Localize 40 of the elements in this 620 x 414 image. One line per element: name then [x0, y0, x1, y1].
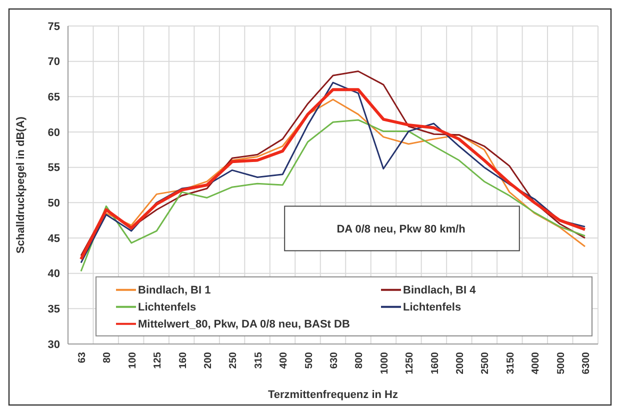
- x-tick-label: 1250: [404, 352, 416, 374]
- x-tick-label: 4000: [530, 352, 542, 374]
- y-tick-label: 45: [48, 232, 60, 245]
- y-tick-label: 70: [48, 56, 60, 68]
- y-tick-label: 30: [48, 338, 60, 351]
- y-tick-label: 50: [48, 198, 60, 210]
- x-tick-label: 1000: [379, 352, 390, 374]
- legend-label: Bindlach, BI 4: [403, 284, 477, 297]
- x-tick-label: 125: [152, 352, 164, 369]
- x-tick-label: 2000: [455, 352, 466, 374]
- x-tick-label: 5000: [556, 352, 567, 374]
- y-tick-label: 40: [48, 268, 60, 280]
- legend-label: Bindlach, BI 1: [138, 284, 211, 297]
- x-tick-label: 630: [329, 352, 340, 369]
- y-axis-title: Schalldruckpegel in dB(A): [15, 116, 27, 254]
- x-tick-label: 250: [228, 352, 240, 369]
- y-tick-label: 75: [48, 20, 60, 33]
- x-tick-label: 160: [178, 352, 189, 369]
- legend-label: Lichtenfels: [138, 302, 196, 314]
- x-tick-label: 400: [278, 352, 290, 369]
- x-tick-label: 2500: [480, 352, 492, 374]
- y-tick-label: 55: [48, 162, 60, 174]
- annotation: DA 0/8 neu, Pkw 80 km/h: [336, 223, 466, 236]
- y-tick-label: 35: [48, 304, 60, 316]
- x-tick-label: 800: [354, 352, 366, 369]
- legend-label: Lichtenfels: [403, 302, 462, 314]
- x-tick-label: 80: [102, 352, 114, 364]
- legend-label: Mittelwert_80, Pkw, DA 0/8 neu, BASt DB: [138, 318, 350, 331]
- y-tick-label: 60: [48, 126, 60, 139]
- y-tick-label: 65: [48, 92, 60, 104]
- x-tick-label: 1600: [430, 352, 441, 374]
- x-tick-label: 3150: [505, 352, 516, 374]
- x-tick-label: 315: [253, 352, 264, 369]
- x-tick-label: 63: [77, 352, 88, 364]
- line-series: [80, 119, 586, 272]
- x-tick-label: 200: [203, 352, 214, 369]
- x-tick-label: 100: [127, 352, 138, 369]
- x-tick-label: 500: [304, 352, 315, 369]
- x-tick-label: 6300: [581, 352, 592, 374]
- x-axis-title: Terzmittenfrequenz in Hz: [268, 389, 398, 401]
